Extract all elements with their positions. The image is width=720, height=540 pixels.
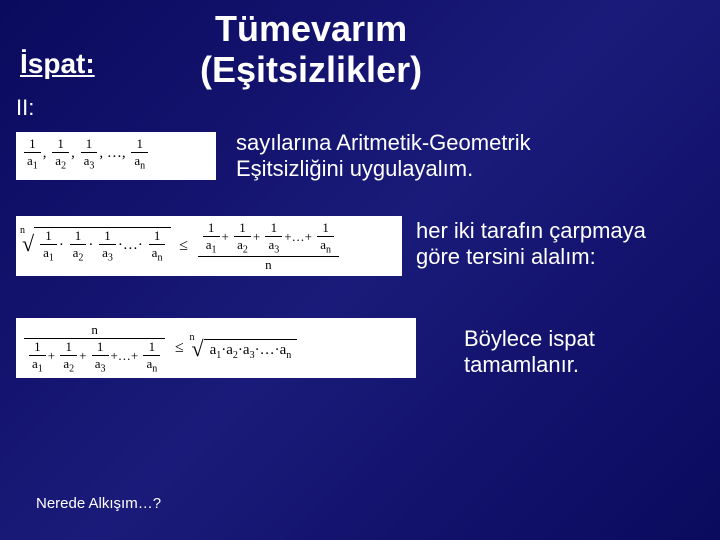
proof-label: İspat: (20, 48, 95, 80)
text2-line2: göre tersini alalım: (416, 244, 646, 270)
text1-line2: Eşitsizliğini uygulayalım. (236, 156, 531, 182)
formula-2: n√ 1a1· 1a2· 1a3·…· 1an ≤ 1a1+ 1a2+ 1a3+… (16, 216, 402, 276)
formula-1: 1a1, 1a2, 1a3, …, 1an (16, 132, 216, 180)
explanation-2: her iki tarafın çarpmaya göre tersini al… (416, 218, 646, 271)
text1-line1: sayılarına Aritmetik-Geometrik (236, 130, 531, 156)
slide-title: Tümevarım (Eşitsizlikler) (200, 8, 422, 91)
text2-line1: her iki tarafın çarpmaya (416, 218, 646, 244)
title-line1: Tümevarım (200, 8, 422, 49)
section-roman: II: (16, 95, 34, 121)
explanation-1: sayılarına Aritmetik-Geometrik Eşitsizli… (236, 130, 531, 183)
title-line2: (Eşitsizlikler) (200, 49, 422, 90)
explanation-3: Böylece ispat tamamlanır. (464, 326, 595, 379)
footer-text: Nerede Alkışım…? (36, 495, 161, 512)
formula-3: n 1a1+ 1a2+ 1a3+…+ 1an ≤ n√ a1·a2·a3·…·a… (16, 318, 416, 378)
text3-line1: Böylece ispat (464, 326, 595, 352)
text3-line2: tamamlanır. (464, 352, 595, 378)
